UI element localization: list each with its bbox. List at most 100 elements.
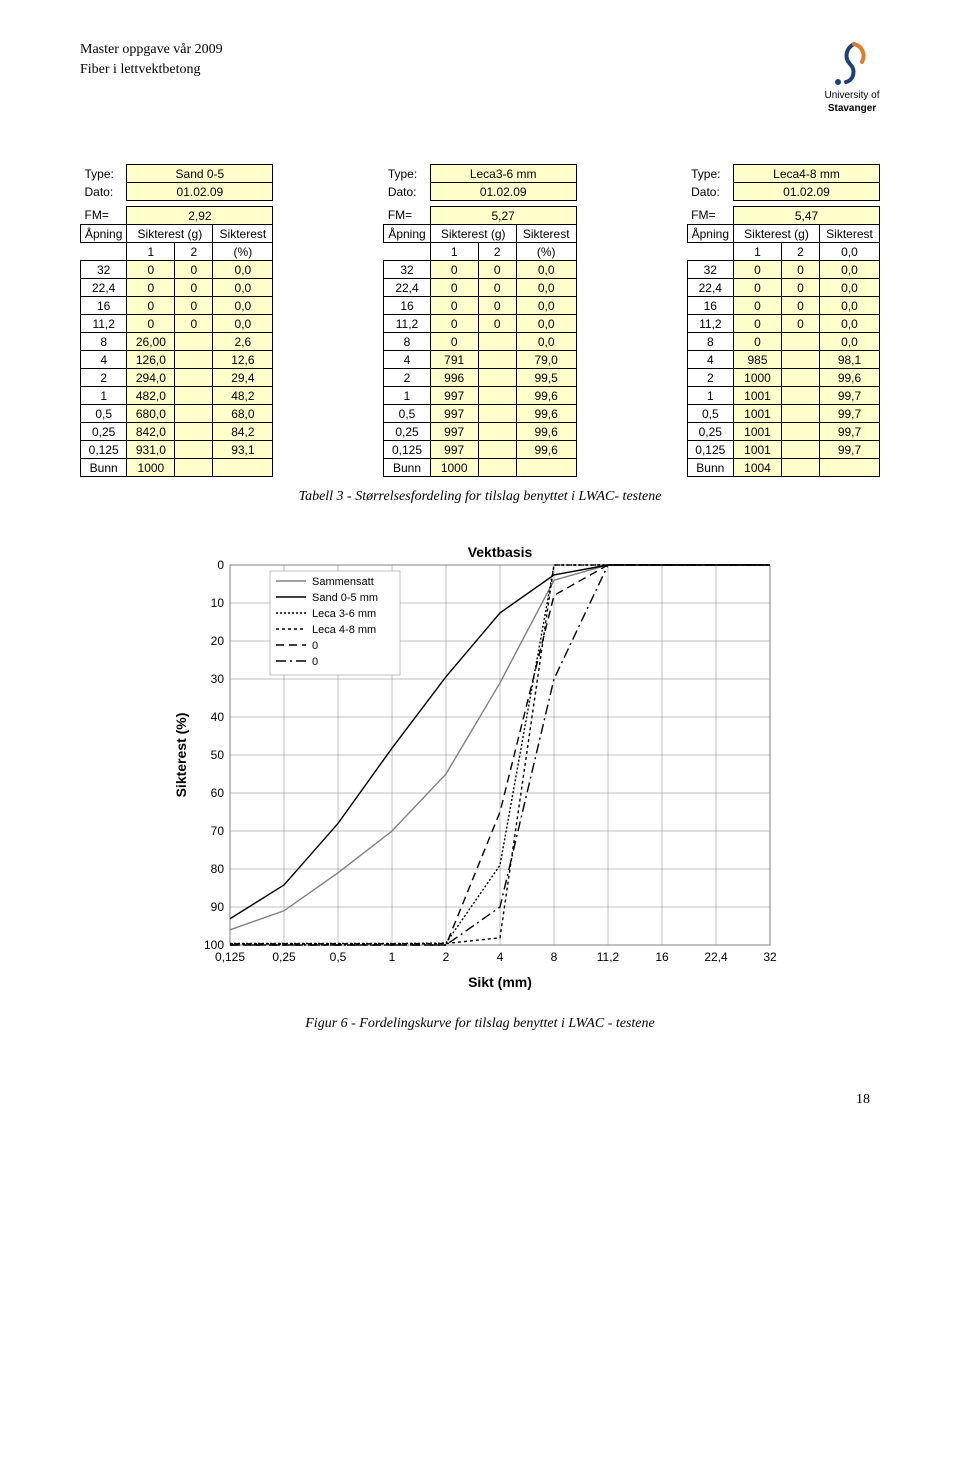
g1-cell: 791: [430, 351, 478, 369]
cell: [384, 243, 430, 261]
subhead-3: (%): [213, 243, 273, 261]
svg-text:20: 20: [211, 634, 225, 648]
g2-cell: 0: [175, 261, 213, 279]
type-label: Type:: [384, 165, 430, 183]
col-sikterest: Sikterest: [213, 225, 273, 243]
g2-cell: [782, 333, 820, 351]
g1-cell: 997: [430, 423, 478, 441]
svg-text:22,4: 22,4: [704, 950, 728, 964]
pct-cell: 0,0: [516, 297, 576, 315]
pct-cell: 0,0: [213, 261, 273, 279]
g1-cell: 996: [430, 369, 478, 387]
header-left: Master oppgave vår 2009 Fiber i lettvekt…: [80, 40, 223, 79]
g1-cell: 0: [430, 261, 478, 279]
col-apning: Åpning: [81, 225, 127, 243]
g2-cell: [478, 423, 516, 441]
logo-text1: University of: [824, 90, 880, 101]
apning-cell: 16: [687, 297, 733, 315]
subhead-1: 1: [734, 243, 782, 261]
apning-cell: 0,125: [384, 441, 430, 459]
pct-cell: 79,0: [516, 351, 576, 369]
apning-cell: 4: [384, 351, 430, 369]
g2-cell: [175, 423, 213, 441]
g1-cell: 1000: [127, 459, 175, 477]
sieve-table: Type:Leca4-8 mmDato:01.02.09FM=5,47Åpnin…: [687, 164, 880, 477]
g2-cell: [478, 459, 516, 477]
fm-value: 2,92: [127, 207, 273, 225]
header-line2: Fiber i lettvektbetong: [80, 60, 223, 80]
g1-cell: 0: [127, 261, 175, 279]
dato-value: 01.02.09: [430, 183, 576, 201]
pct-cell: 29,4: [213, 369, 273, 387]
svg-text:Leca 4-8 mm: Leca 4-8 mm: [312, 624, 376, 636]
apning-cell: 0,5: [687, 405, 733, 423]
g2-cell: [782, 459, 820, 477]
g2-cell: [782, 387, 820, 405]
g2-cell: [175, 369, 213, 387]
table-block-1: Type:Leca3-6 mmDato:01.02.09FM=5,27Åpnin…: [383, 164, 576, 477]
dato-value: 01.02.09: [734, 183, 880, 201]
svg-text:11,2: 11,2: [597, 950, 620, 964]
svg-text:80: 80: [211, 862, 225, 876]
pct-cell: 0,0: [820, 315, 880, 333]
apning-cell: 0,25: [687, 423, 733, 441]
g1-cell: 0: [734, 279, 782, 297]
g2-cell: [478, 387, 516, 405]
g2-cell: 0: [478, 297, 516, 315]
dato-value: 01.02.09: [127, 183, 273, 201]
pct-cell: 68,0: [213, 405, 273, 423]
apning-cell: Bunn: [81, 459, 127, 477]
svg-text:Sikterest (%): Sikterest (%): [173, 713, 189, 798]
pct-cell: 93,1: [213, 441, 273, 459]
svg-text:90: 90: [211, 900, 225, 914]
g2-cell: 0: [782, 315, 820, 333]
svg-text:2: 2: [443, 950, 450, 964]
g1-cell: 0: [430, 297, 478, 315]
g2-cell: [478, 369, 516, 387]
apning-cell: 32: [687, 261, 733, 279]
pct-cell: 99,6: [516, 405, 576, 423]
g1-cell: 1001: [734, 387, 782, 405]
g2-cell: 0: [175, 315, 213, 333]
type-value: Leca4-8 mm: [734, 165, 880, 183]
g1-cell: 294,0: [127, 369, 175, 387]
sieve-table: Type:Leca3-6 mmDato:01.02.09FM=5,27Åpnin…: [383, 164, 576, 477]
svg-text:Sikt (mm): Sikt (mm): [468, 974, 532, 990]
svg-text:50: 50: [211, 748, 225, 762]
header-line1: Master oppgave vår 2009: [80, 40, 223, 60]
apning-cell: Bunn: [687, 459, 733, 477]
svg-text:30: 30: [211, 672, 225, 686]
subhead-2: 2: [782, 243, 820, 261]
apning-cell: 0,5: [384, 405, 430, 423]
fm-label: FM=: [81, 207, 127, 225]
cell: [81, 243, 127, 261]
pct-cell: 0,0: [516, 279, 576, 297]
subhead-2: 2: [175, 243, 213, 261]
g2-cell: 0: [782, 261, 820, 279]
pct-cell: 0,0: [516, 333, 576, 351]
g2-cell: [782, 369, 820, 387]
g1-cell: 0: [734, 261, 782, 279]
g1-cell: 0: [430, 279, 478, 297]
logo-text2: Stavanger: [824, 103, 880, 114]
g2-cell: 0: [782, 297, 820, 315]
apning-cell: 2: [687, 369, 733, 387]
pct-cell: 0,0: [820, 297, 880, 315]
pct-cell: 84,2: [213, 423, 273, 441]
pct-cell: 0,0: [516, 315, 576, 333]
pct-cell: 2,6: [213, 333, 273, 351]
apning-cell: 32: [81, 261, 127, 279]
pct-cell: 99,6: [820, 369, 880, 387]
pct-cell: 99,6: [516, 387, 576, 405]
apning-cell: 2: [81, 369, 127, 387]
col-sikterest: Sikterest: [516, 225, 576, 243]
vektbasis-chart: 01020304050607080901000,1250,250,5124811…: [170, 535, 790, 995]
sieve-table: Type:Sand 0-5Dato:01.02.09FM=2,92ÅpningS…: [80, 164, 273, 477]
apning-cell: Bunn: [384, 459, 430, 477]
g1-cell: 997: [430, 405, 478, 423]
g2-cell: [478, 351, 516, 369]
apning-cell: 11,2: [687, 315, 733, 333]
svg-text:Sand 0-5 mm: Sand 0-5 mm: [312, 592, 378, 604]
g2-cell: [175, 405, 213, 423]
col-sikterest-g: Sikterest (g): [127, 225, 213, 243]
